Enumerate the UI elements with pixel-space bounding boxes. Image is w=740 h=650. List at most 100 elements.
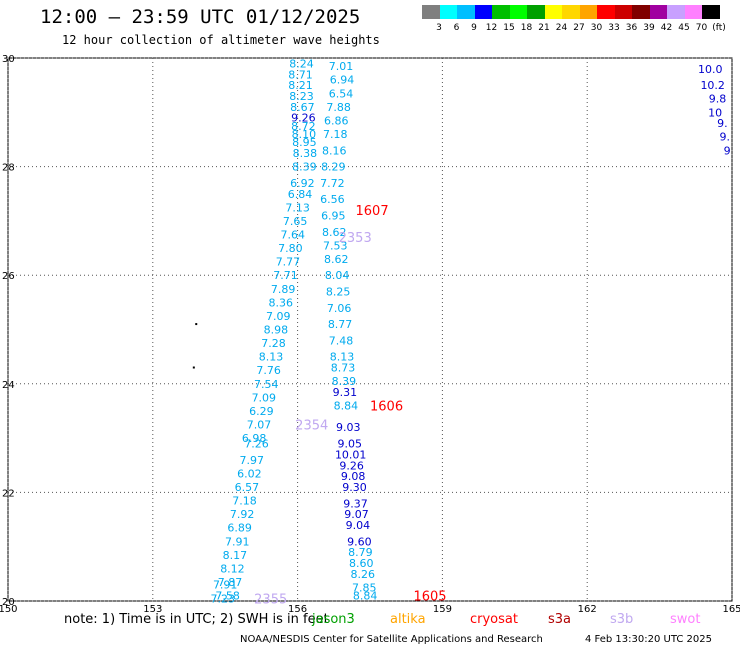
wave-height-value: 8.39 bbox=[332, 375, 357, 388]
scale-label: 24 bbox=[555, 23, 568, 33]
wave-height-value: 9.07 bbox=[344, 508, 369, 521]
satellite-legend-item: cryosat bbox=[470, 612, 518, 627]
wave-height-value: 7.92 bbox=[230, 508, 255, 521]
scale-label: 3 bbox=[436, 23, 442, 33]
scale-label: 70 bbox=[695, 23, 708, 33]
wave-height-value: 8.98 bbox=[264, 324, 289, 337]
wave-height-value: 8.77 bbox=[328, 318, 353, 331]
wave-height-value: 6.84 bbox=[288, 188, 313, 201]
lon-tick-label: 150 bbox=[0, 604, 18, 615]
wave-height-value: 6.54 bbox=[329, 87, 354, 100]
wave-height-value: 8.84 bbox=[353, 590, 378, 603]
satellite-legend-item: s3a bbox=[548, 612, 572, 627]
wave-height-value: 8.17 bbox=[223, 549, 248, 562]
wave-height-value: 6.57 bbox=[235, 481, 260, 494]
scale-label: 18 bbox=[520, 23, 533, 33]
wave-height-value: 7.64 bbox=[281, 228, 306, 241]
lon-tick-label: 159 bbox=[433, 604, 452, 615]
scale-swatch bbox=[422, 5, 440, 19]
wave-height-value: 8.71 bbox=[288, 68, 313, 81]
wave-height-value: 8.04 bbox=[325, 269, 350, 282]
scale-label: 33 bbox=[608, 23, 620, 33]
pass-time-label: 1607 bbox=[356, 204, 389, 219]
scale-swatch bbox=[702, 5, 720, 19]
wave-height-value: 8.62 bbox=[324, 253, 349, 266]
map-subtitle: 12 hour collection of altimeter wave hei… bbox=[62, 33, 380, 47]
wave-height-value: 10 bbox=[708, 106, 722, 119]
satellite-legend-item: s3b bbox=[610, 612, 634, 627]
wave-height-value: 8.21 bbox=[288, 79, 313, 92]
scale-swatch bbox=[632, 5, 650, 19]
scale-swatch bbox=[439, 5, 458, 19]
wave-height-value: 7.87 bbox=[218, 576, 243, 589]
wave-height-value: 7.91 bbox=[213, 579, 238, 592]
pass-time-label: 1605 bbox=[413, 590, 446, 605]
wave-height-value: 7.88 bbox=[326, 101, 351, 114]
wave-height-value: 8.29 bbox=[321, 161, 346, 174]
pass-time-label: 2353 bbox=[339, 231, 372, 246]
wave-height-value: 8.13 bbox=[330, 351, 355, 364]
wave-height-value: 8.26 bbox=[351, 568, 376, 581]
wave-height-value: 7.13 bbox=[285, 201, 310, 214]
wave-height-value: 8.38 bbox=[293, 147, 318, 160]
scale-swatch bbox=[457, 5, 475, 19]
map-frame bbox=[7, 57, 733, 602]
lon-tick-label: 165 bbox=[722, 604, 740, 615]
wave-height-value: 7.09 bbox=[252, 391, 277, 404]
generation-timestamp: 4 Feb 13:30:20 UTC 2025 bbox=[585, 634, 712, 645]
wave-height-value: 6.92 bbox=[290, 177, 315, 190]
wave-height-value: 8.95 bbox=[292, 136, 317, 149]
wave-height-value: 6.86 bbox=[324, 114, 349, 127]
wave-height-value: 10.01 bbox=[335, 448, 367, 461]
lat-tick-label: 28 bbox=[2, 163, 15, 174]
scale-label: 6 bbox=[453, 23, 460, 33]
wave-height-value: 7.07 bbox=[247, 419, 272, 432]
wave-height-value: 9 bbox=[724, 144, 731, 157]
wave-height-value: 8.84 bbox=[334, 400, 359, 413]
wave-height-value: 7.18 bbox=[232, 495, 257, 508]
wave-height-value: 7.26 bbox=[244, 438, 269, 451]
wave-height-value: 9.30 bbox=[342, 481, 367, 494]
wave-height-value: 8.72 bbox=[291, 120, 316, 133]
wave-height-value: 7.91 bbox=[225, 535, 250, 548]
wave-height-value: 7.72 bbox=[320, 177, 345, 190]
wave-height-value: 10.2 bbox=[700, 79, 725, 92]
wave-height-value: 8.62 bbox=[322, 226, 347, 239]
wave-height-value: 7.18 bbox=[323, 128, 348, 141]
wave-height-value: 7.54 bbox=[254, 378, 279, 391]
wave-height-value: 6.94 bbox=[330, 74, 355, 87]
wave-height-value: 8.39 bbox=[292, 161, 317, 174]
wave-height-value: 7.06 bbox=[327, 302, 352, 315]
scale-swatch bbox=[492, 5, 510, 19]
wave-height-value: 8.67 bbox=[290, 101, 315, 114]
lon-tick-label: 156 bbox=[288, 604, 307, 615]
lon-tick-label: 162 bbox=[578, 604, 597, 615]
pass-time-label: 2355 bbox=[254, 592, 287, 607]
satellite-legend-item: altika bbox=[390, 612, 426, 627]
scale-label: 39 bbox=[643, 23, 655, 33]
wave-height-value: 9.08 bbox=[341, 470, 366, 483]
wave-height-value: 9.8 bbox=[709, 93, 727, 106]
wave-height-value: 6.89 bbox=[227, 522, 252, 535]
scale-label: 45 bbox=[678, 23, 690, 33]
wave-height-value: 9. bbox=[720, 131, 731, 144]
land-point bbox=[192, 366, 195, 369]
wave-height-value: 7.58 bbox=[215, 590, 240, 603]
wave-height-value: 8.13 bbox=[259, 351, 284, 364]
lat-tick-label: 24 bbox=[2, 380, 15, 391]
wave-height-value: 7.85 bbox=[352, 581, 377, 594]
wave-height-value: 9. bbox=[717, 117, 728, 130]
wave-height-value: 7.09 bbox=[266, 310, 291, 323]
lat-tick-label: 30 bbox=[2, 54, 15, 65]
wave-height-value: 9.37 bbox=[343, 497, 368, 510]
wave-height-value: 7.01 bbox=[329, 60, 354, 73]
scale-swatch bbox=[597, 5, 615, 19]
land-point bbox=[195, 323, 198, 326]
scale-swatch bbox=[579, 5, 598, 19]
credit-text: NOAA/NESDIS Center for Satellite Applica… bbox=[240, 634, 543, 645]
wave-height-value: 6.02 bbox=[237, 467, 262, 480]
scale-swatch bbox=[684, 5, 703, 19]
lat-tick-label: 20 bbox=[2, 597, 15, 608]
wave-height-value: 9.26 bbox=[339, 459, 364, 472]
